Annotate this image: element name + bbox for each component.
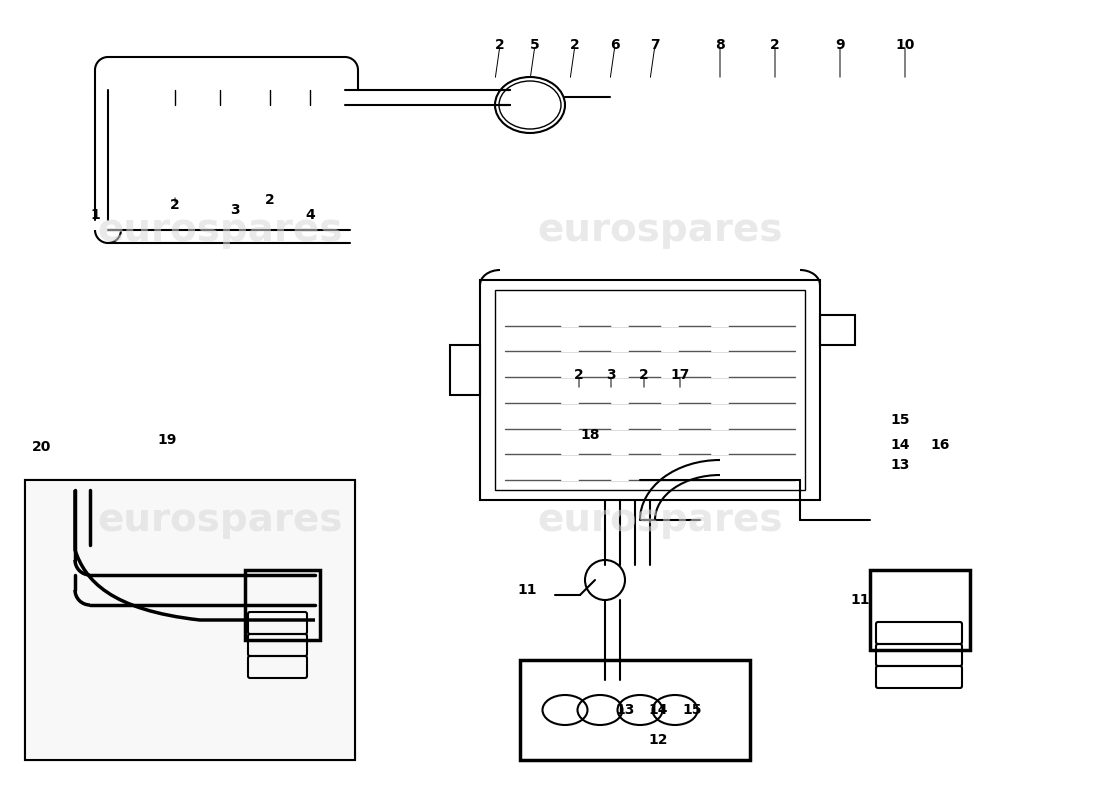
- Text: 14: 14: [648, 703, 668, 717]
- Text: 15: 15: [890, 413, 910, 427]
- Text: 16: 16: [931, 438, 949, 452]
- Text: 1: 1: [90, 208, 100, 222]
- Bar: [245, 570, 320, 640]
- Text: 2: 2: [770, 38, 780, 52]
- Bar: [820, 315, 855, 345]
- Text: 17: 17: [670, 368, 690, 382]
- Text: 9: 9: [835, 38, 845, 52]
- Bar: [870, 570, 970, 650]
- Text: eurospares: eurospares: [537, 211, 783, 249]
- Text: eurospares: eurospares: [97, 211, 343, 249]
- Text: 20: 20: [32, 440, 52, 454]
- Text: 3: 3: [606, 368, 616, 382]
- Text: 5: 5: [530, 38, 540, 52]
- Bar: [480, 280, 820, 500]
- Text: 2: 2: [639, 368, 649, 382]
- Text: 14: 14: [890, 438, 910, 452]
- Text: 2: 2: [265, 193, 275, 207]
- Text: 2: 2: [495, 38, 505, 52]
- Text: 4: 4: [305, 208, 315, 222]
- Text: eurospares: eurospares: [97, 501, 343, 539]
- Text: 6: 6: [610, 38, 619, 52]
- Text: 8: 8: [715, 38, 725, 52]
- Text: 3: 3: [230, 203, 240, 217]
- Text: 2: 2: [170, 198, 180, 212]
- Text: 11: 11: [850, 593, 870, 607]
- Text: 2: 2: [574, 368, 584, 382]
- Text: 13: 13: [890, 458, 910, 472]
- Text: 7: 7: [650, 38, 660, 52]
- Text: 12: 12: [648, 733, 668, 747]
- Text: 13: 13: [615, 703, 635, 717]
- Bar: [520, 660, 750, 760]
- Text: 11: 11: [517, 583, 537, 597]
- Text: 19: 19: [157, 433, 177, 447]
- Text: 10: 10: [895, 38, 915, 52]
- Text: 15: 15: [682, 703, 702, 717]
- Text: 2: 2: [570, 38, 580, 52]
- Text: 18: 18: [581, 428, 600, 442]
- Text: eurospares: eurospares: [537, 501, 783, 539]
- Bar: [450, 345, 480, 395]
- Bar: [25, 480, 355, 760]
- Bar: [25, 480, 355, 760]
- Bar: [495, 290, 805, 490]
